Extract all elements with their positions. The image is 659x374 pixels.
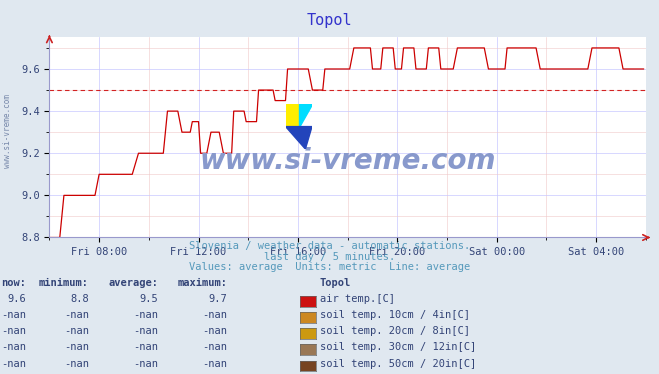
Text: Values: average  Units: metric  Line: average: Values: average Units: metric Line: aver… [189,262,470,272]
Text: soil temp. 30cm / 12in[C]: soil temp. 30cm / 12in[C] [320,343,476,352]
Text: soil temp. 50cm / 20in[C]: soil temp. 50cm / 20in[C] [320,359,476,368]
Text: -nan: -nan [202,359,227,368]
Text: Topol: Topol [306,13,353,28]
Text: air temp.[C]: air temp.[C] [320,294,395,304]
Text: Topol: Topol [320,278,351,288]
Text: -nan: -nan [64,359,89,368]
Text: soil temp. 10cm / 4in[C]: soil temp. 10cm / 4in[C] [320,310,470,320]
Text: now:: now: [1,278,26,288]
Text: Slovenia / weather data - automatic stations.: Slovenia / weather data - automatic stat… [189,241,470,251]
Polygon shape [285,104,299,126]
Text: www.si-vreme.com: www.si-vreme.com [3,94,13,168]
Text: -nan: -nan [133,359,158,368]
Text: -nan: -nan [64,327,89,336]
Text: -nan: -nan [64,343,89,352]
Text: maximum:: maximum: [177,278,227,288]
Text: -nan: -nan [1,310,26,320]
Text: average:: average: [108,278,158,288]
Text: 9.6: 9.6 [8,294,26,304]
Text: -nan: -nan [133,343,158,352]
Text: -nan: -nan [202,310,227,320]
Text: -nan: -nan [64,310,89,320]
Text: 9.7: 9.7 [209,294,227,304]
Text: -nan: -nan [1,359,26,368]
Polygon shape [299,104,312,126]
Text: www.si-vreme.com: www.si-vreme.com [200,147,496,175]
Polygon shape [285,126,312,149]
Text: -nan: -nan [133,310,158,320]
Text: last day / 5 minutes.: last day / 5 minutes. [264,252,395,262]
Text: minimum:: minimum: [39,278,89,288]
Text: -nan: -nan [133,327,158,336]
Text: 8.8: 8.8 [71,294,89,304]
Text: soil temp. 20cm / 8in[C]: soil temp. 20cm / 8in[C] [320,327,470,336]
Text: 9.5: 9.5 [140,294,158,304]
Text: -nan: -nan [202,327,227,336]
Text: -nan: -nan [202,343,227,352]
Text: -nan: -nan [1,343,26,352]
Text: -nan: -nan [1,327,26,336]
